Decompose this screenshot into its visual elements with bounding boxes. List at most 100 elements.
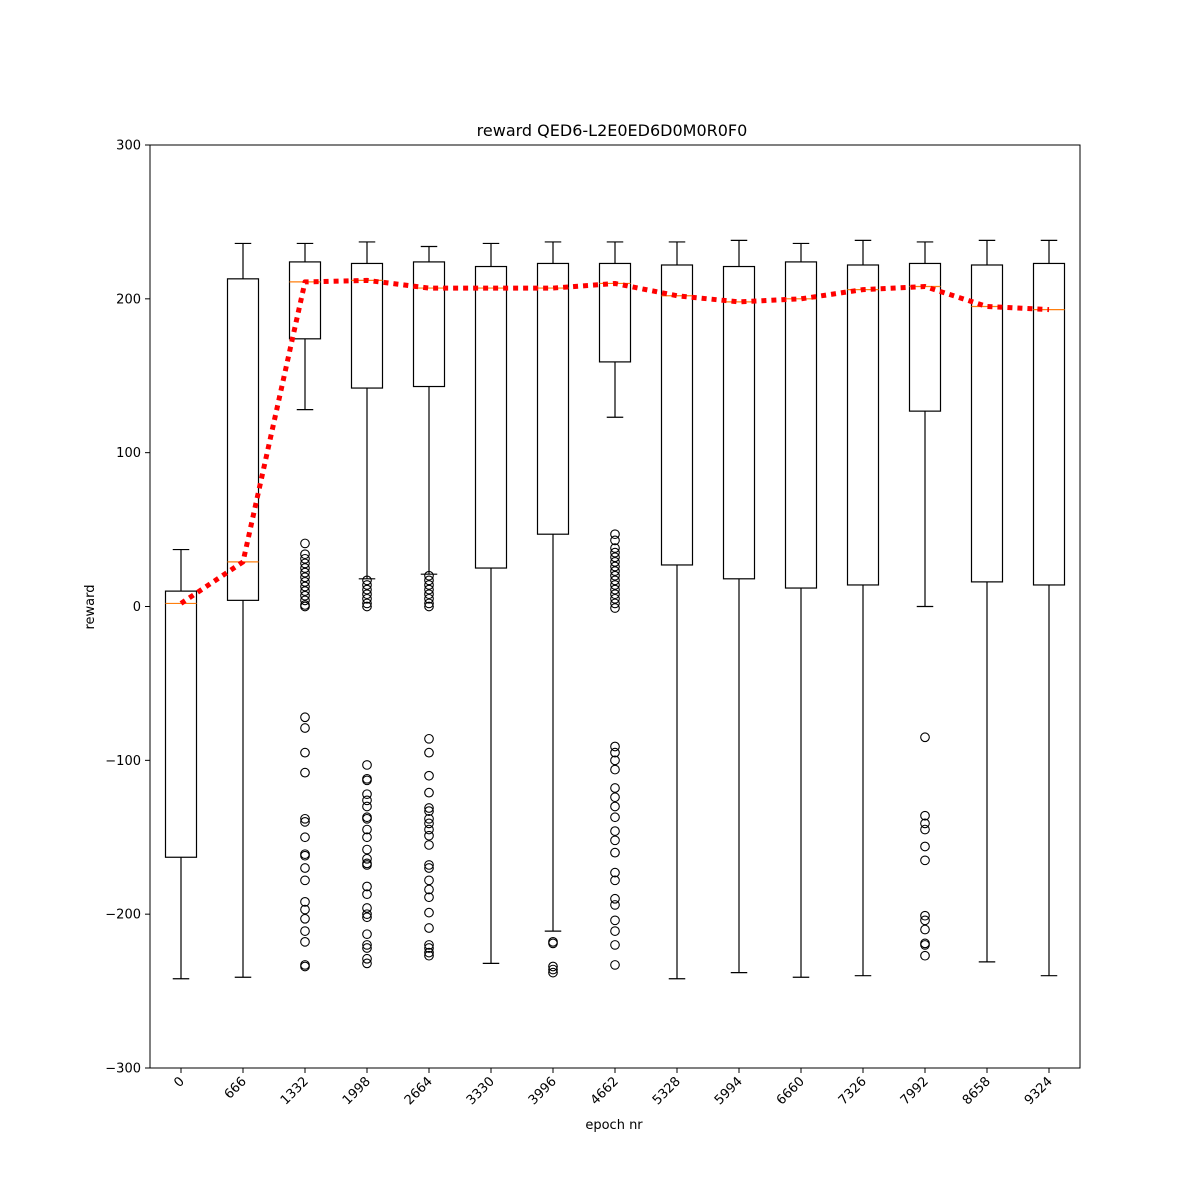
outlier-point (300, 897, 310, 907)
outlier-point (362, 813, 372, 824)
outlier-point (362, 953, 372, 964)
outlier-point (610, 792, 620, 803)
outlier-point (610, 960, 620, 970)
outlier-point (362, 801, 372, 812)
outlier-point (424, 947, 434, 958)
outlier-point (300, 572, 310, 583)
outlier-point (610, 552, 620, 563)
box-group-1998 (350, 241, 384, 969)
box-group-1332 (288, 242, 322, 972)
outlier-point (300, 595, 310, 606)
y-tick-label: 100 (116, 446, 141, 461)
box-group-5328 (660, 241, 694, 980)
outlier-point (920, 940, 930, 950)
outlier-point (424, 570, 434, 581)
outlier-point (920, 732, 930, 743)
outlier-point (610, 570, 620, 581)
box-group-6660 (784, 242, 818, 978)
outlier-point (610, 529, 620, 540)
outlier-point (610, 875, 620, 886)
outlier-point (610, 835, 620, 846)
outlier-point (920, 841, 930, 852)
y-axis-label: reward (83, 584, 98, 629)
outlier-point (424, 589, 434, 600)
outlier-point (424, 863, 434, 873)
outlier-point (610, 940, 620, 950)
outlier-point (610, 812, 620, 823)
outlier-point (362, 589, 372, 600)
outlier-point (300, 563, 310, 573)
outlier-point (610, 826, 620, 836)
outlier-point (300, 586, 310, 596)
box-group-7992 (908, 241, 942, 961)
outlier-point (920, 824, 930, 835)
box-iqr (660, 264, 694, 566)
chart-title: reward QED6-L2E0ED6D0M0R0F0 (477, 121, 748, 140)
outlier-point (362, 775, 372, 786)
outlier-point (610, 561, 620, 572)
outlier-point (610, 741, 620, 752)
outlier-point (424, 593, 434, 604)
y-tick-label: −100 (105, 754, 141, 769)
box-iqr (226, 278, 260, 601)
outlier-point (362, 860, 372, 870)
box-group-2664 (412, 245, 446, 961)
outlier-point (610, 584, 620, 595)
outlier-point (424, 580, 434, 590)
outlier-point (424, 940, 434, 950)
outlier-point (362, 760, 372, 770)
outlier-point (424, 892, 434, 903)
outlier-point (300, 961, 310, 972)
y-tick-label: 0 (133, 600, 141, 615)
outlier-point (610, 593, 620, 604)
outlier-point (424, 803, 434, 813)
outlier-point (300, 875, 310, 886)
outlier-point (362, 943, 372, 953)
outlier-point (362, 889, 372, 900)
outlier-point (300, 601, 310, 612)
outlier-point (424, 840, 434, 850)
outlier-point (610, 557, 620, 567)
box-iqr (970, 264, 1004, 583)
outlier-point (424, 923, 434, 933)
outlier-point (424, 860, 434, 870)
outlier-point (920, 950, 930, 961)
outlier-point (610, 801, 620, 812)
outlier-point (610, 867, 620, 878)
outlier-point (920, 924, 930, 935)
outlier-point (424, 747, 434, 758)
outlier-point (548, 967, 558, 978)
outlier-point (362, 795, 372, 806)
outlier-point (362, 912, 372, 923)
box-iqr (1032, 262, 1066, 586)
outlier-point (362, 881, 372, 892)
outlier-point (300, 549, 310, 560)
outlier-point (300, 723, 310, 733)
outlier-point (362, 903, 372, 913)
box-iqr (474, 265, 508, 569)
outlier-point (610, 603, 620, 613)
outlier-point (424, 907, 434, 918)
outlier-point (610, 535, 620, 546)
outlier-point (610, 598, 620, 609)
outlier-point (610, 755, 620, 766)
outlier-point (424, 875, 434, 886)
y-tick-label: −200 (105, 908, 141, 923)
y-tick-label: 200 (116, 292, 141, 307)
outlier-point (610, 900, 620, 910)
outlier-point (424, 806, 434, 816)
box-iqr (164, 590, 198, 858)
outlier-point (610, 926, 620, 936)
box-iqr (288, 261, 322, 340)
outlier-point (610, 764, 620, 775)
outlier-point (300, 577, 310, 587)
outlier-point (300, 937, 310, 947)
outlier-point (610, 543, 620, 553)
outlier-point (920, 818, 930, 829)
box-group-8658 (970, 239, 1004, 963)
outlier-point (920, 910, 930, 921)
box-iqr (722, 265, 756, 580)
outlier-point (424, 584, 434, 595)
outlier-point (424, 813, 434, 824)
